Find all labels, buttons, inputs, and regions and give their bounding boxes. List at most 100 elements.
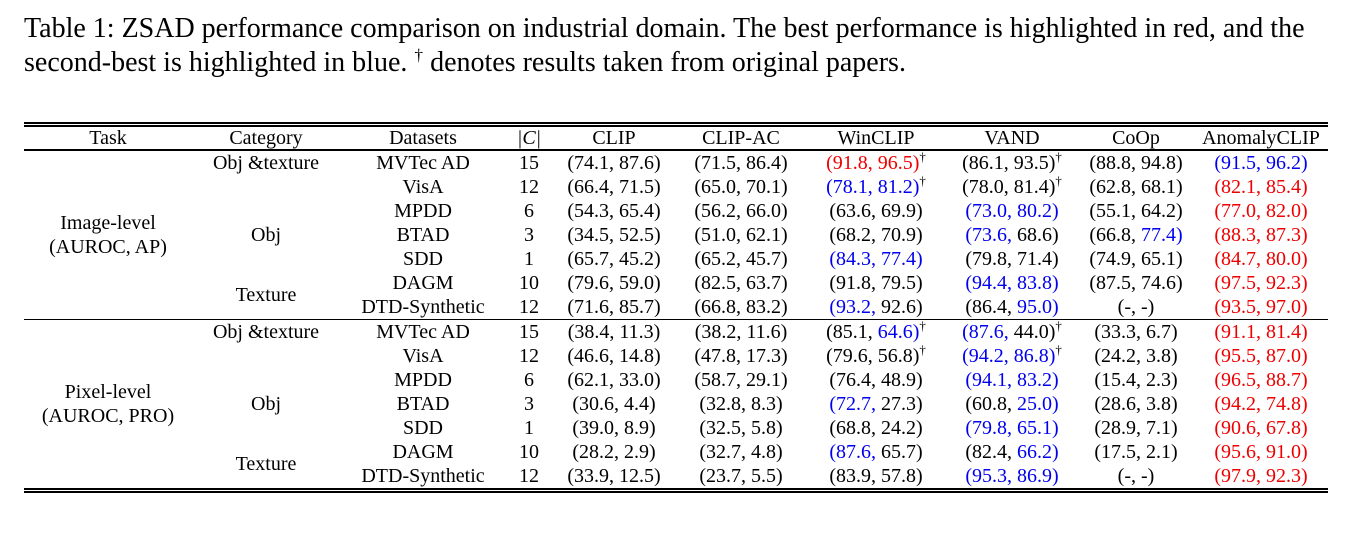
results-table: Task Category Datasets |C| CLIP CLIP-AC WinCLI…: [24, 122, 1328, 494]
metric-cell-clip: (33.9, 12.5): [552, 464, 676, 491]
metric-value-pair-first: (82.5,: [694, 272, 746, 295]
metric-value-pair-first: (97.5,: [1214, 272, 1266, 295]
metric-value-pair-first: (72.7,: [829, 393, 881, 416]
metric-cell-vand: (86.4, 95.0): [946, 295, 1078, 320]
metric-value-pair-first: (33.3,: [1094, 321, 1146, 344]
dataset-cell: SDD: [402, 417, 443, 440]
table-row: Texture DAGM 10 (28.2, 2.9) (32.7, 4.8) (87.6…: [24, 440, 1328, 475]
metric-value-pair-second: 88.7): [1266, 369, 1308, 392]
metric-cell-winclip: (68.2, 70.9): [806, 223, 946, 247]
metric-value-pair-second: 93.5): [1013, 152, 1056, 175]
metric-value-pair-second: 87.0): [1266, 345, 1308, 368]
task-label-line2: (AUROC, PRO): [41, 405, 175, 428]
metric-value-pair-second: 45.2): [619, 248, 661, 271]
column-header-datasets: Datasets: [389, 127, 457, 150]
column-header-vand: VAND: [984, 127, 1040, 150]
metric-value-pair-first: (71.6,: [567, 296, 619, 319]
metric-value-pair-first: (91.8,: [826, 152, 878, 175]
metric-value-pair-first: (79.6,: [567, 272, 619, 295]
class-count-cell: 1: [524, 417, 534, 440]
metric-value-pair-second: 7.1): [1146, 417, 1178, 440]
metric-value-pair-first: (86.1,: [962, 152, 1014, 175]
metric-value-pair-second: 83.2): [746, 296, 788, 319]
metric-cell-clip: (71.6, 85.7): [552, 295, 676, 320]
metric-value-pair-first: (-,: [1117, 465, 1141, 488]
metric-cell-vand: (94.4, 83.8): [946, 271, 1078, 295]
metric-value-pair-second: -): [1141, 465, 1155, 488]
metric-value-pair-second: 92.3): [1266, 465, 1308, 488]
dagger-symbol: †: [414, 45, 424, 65]
metric-value-pair-first: (85.1,: [826, 321, 878, 344]
metric-cell-anomalyclip: (95.6, 91.0): [1194, 440, 1328, 464]
metric-cell-anomalyclip: (91.5, 96.2): [1194, 150, 1328, 175]
class-count-cell: 12: [519, 465, 539, 488]
metric-value-pair-second: 67.8): [1266, 417, 1308, 440]
table-row: DTD-Synthetic 12 (71.6, 85.7) (66.8, 83.2)(…: [24, 295, 1328, 320]
dagger-marker: †: [919, 341, 926, 357]
metric-value-pair-first: (87.6,: [829, 441, 881, 464]
metric-cell-winclip: (85.1, 64.6)†: [806, 319, 946, 345]
metric-value-pair-first: (30.6,: [572, 393, 624, 416]
metric-value-pair-first: (76.4,: [829, 369, 881, 392]
table-row: DTD-Synthetic 12 (33.9, 12.5) (23.7, 5.5) (8…: [24, 464, 1328, 491]
metric-cell-anomalyclip: (88.3, 87.3): [1194, 223, 1328, 247]
metric-value-pair-first: (82.1,: [1214, 176, 1266, 199]
dataset-cell: MPDD: [394, 200, 452, 223]
metric-cell-clip: (28.2, 2.9): [552, 440, 676, 464]
metric-value-pair-first: (55.1,: [1089, 200, 1141, 223]
column-header-coop: CoOp: [1112, 127, 1160, 150]
metric-value-pair-second: 14.8): [619, 345, 661, 368]
dataset-cell: MVTec AD: [376, 152, 470, 175]
metric-value-pair-second: 5.5): [751, 465, 783, 488]
metric-cell-coop: (17.5, 2.1): [1078, 440, 1194, 464]
metric-value-pair-second: 92.3): [1266, 272, 1308, 295]
metric-value-pair-first: (94.2,: [1214, 393, 1266, 416]
metric-cell-clip-ac: (58.7, 29.1): [676, 368, 806, 392]
metric-cell-anomalyclip: (77.0, 82.0): [1194, 199, 1328, 223]
dataset-cell: BTAD: [396, 224, 450, 247]
metric-value-pair-second: 85.4): [1266, 176, 1308, 199]
metric-value-pair-first: (23.7,: [699, 465, 751, 488]
metric-cell-coop: (28.6, 3.8): [1078, 392, 1194, 416]
category-cell: Obj: [251, 393, 281, 416]
table-row: Obj MPDD 6 (54.3, 65.4) (56.2, 66.0) (63.6, 6…: [24, 199, 1328, 246]
metric-cell-clip-ac: (23.7, 5.5): [676, 464, 806, 491]
metric-value-pair-first: (32.8,: [699, 393, 751, 416]
metric-value-pair-second: 65.1): [1017, 417, 1059, 440]
dataset-cell: BTAD: [396, 393, 450, 416]
metric-value-pair-first: (58.7,: [694, 369, 746, 392]
metric-cell-winclip: (68.8, 24.2): [806, 416, 946, 440]
metric-value-pair-second: 59.0): [619, 272, 661, 295]
column-header-clip: CLIP: [592, 127, 636, 150]
table-row: VisA 12 (46.6, 14.8) (47.8, 17.3) (79.6, 56.…: [24, 341, 1328, 368]
metric-value-pair-first: (77.0,: [1214, 200, 1266, 223]
metric-cell-clip-ac: (66.8, 83.2): [676, 295, 806, 320]
metric-cell-coop: (28.9, 7.1): [1078, 416, 1194, 440]
metric-value-pair-second: 48.9): [881, 369, 923, 392]
metric-value-pair-first: (71.5,: [694, 152, 746, 175]
metric-cell-clip: (34.5, 52.5): [552, 223, 676, 247]
metric-value-pair-second: 81.4): [1266, 321, 1308, 344]
class-count-cell: 6: [524, 369, 534, 392]
metric-cell-coop: (62.8, 68.1): [1078, 175, 1194, 199]
metric-cell-clip-ac: (51.0, 62.1): [676, 223, 806, 247]
dagger-marker: †: [919, 172, 926, 188]
metric-cell-winclip: (76.4, 48.9): [806, 368, 946, 392]
metric-value-pair-first: (66.4,: [567, 176, 619, 199]
metric-cell-clip-ac: (71.5, 86.4): [676, 150, 806, 175]
metric-cell-winclip: (91.8, 79.5): [806, 271, 946, 295]
category-cell: Texture: [235, 453, 297, 476]
metric-value-pair-second: 25.0): [1017, 393, 1059, 416]
metric-cell-winclip: (63.6, 69.9): [806, 199, 946, 223]
metric-cell-coop: (66.8, 77.4): [1078, 223, 1194, 247]
metric-value-pair-first: (73.6,: [965, 224, 1017, 247]
metric-cell-anomalyclip: (97.5, 92.3): [1194, 271, 1328, 295]
metric-value-pair-first: (39.0,: [572, 417, 624, 440]
metric-value-pair-first: (74.1,: [567, 152, 619, 175]
metric-value-pair-second: 64.2): [1141, 200, 1183, 223]
metric-value-pair-second: 65.4): [619, 200, 661, 223]
metric-value-pair-second: 12.5): [619, 465, 661, 488]
dataset-cell: SDD: [402, 248, 443, 271]
dataset-cell: MVTec AD: [376, 321, 470, 344]
